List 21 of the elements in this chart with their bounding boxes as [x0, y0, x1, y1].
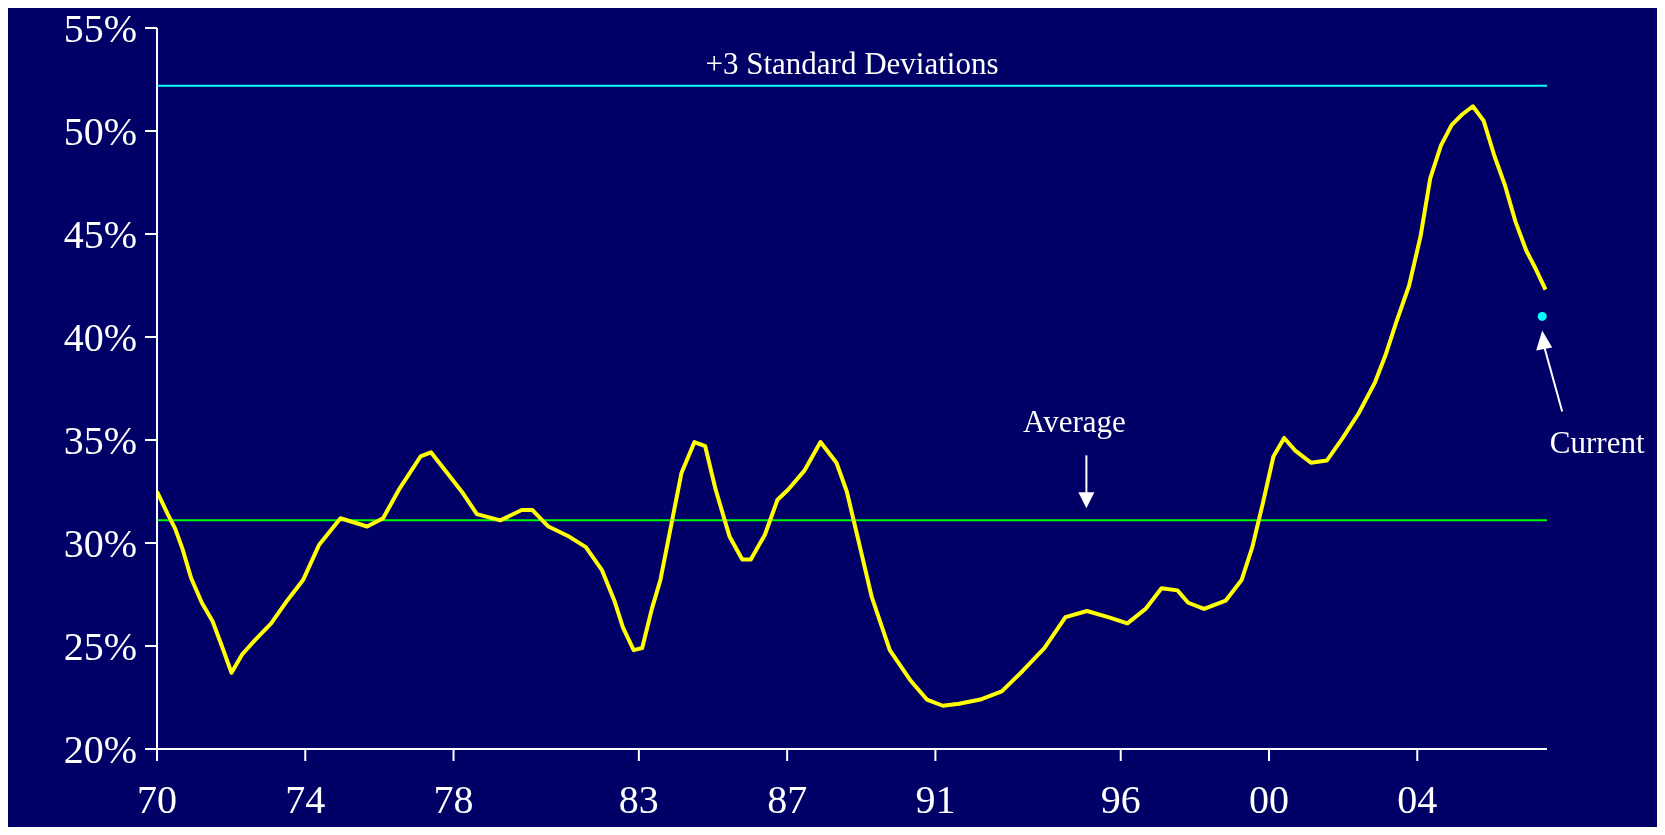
x-tick-label: 83	[618, 777, 659, 823]
x-tick-label: 00	[1249, 777, 1289, 823]
x-tick-label: 96	[1100, 777, 1141, 823]
line-series	[157, 104, 1547, 708]
y-tick-label: 45%	[63, 212, 137, 258]
y-tick-label: 20%	[63, 727, 137, 773]
y-tick-label: 55%	[63, 6, 137, 52]
y-tick-label: 40%	[63, 315, 137, 361]
y-tick-label: 50%	[63, 109, 137, 155]
y-tick-label: 25%	[63, 624, 137, 670]
x-tick-label: 78	[433, 777, 474, 823]
text: Current	[1549, 425, 1645, 461]
x-tick-label: 87	[767, 777, 808, 823]
y-tick-label: 30%	[63, 521, 137, 567]
ref-line-label: +3 Standard Deviations	[705, 45, 999, 81]
x-tick-label: 70	[137, 777, 177, 823]
ref-line-label: Average	[1023, 404, 1126, 440]
x-tick-label: 04	[1397, 777, 1438, 823]
x-tick-label: 91	[915, 777, 956, 823]
y-tick-label: 35%	[63, 418, 137, 464]
x-tick-label: 74	[285, 777, 326, 823]
